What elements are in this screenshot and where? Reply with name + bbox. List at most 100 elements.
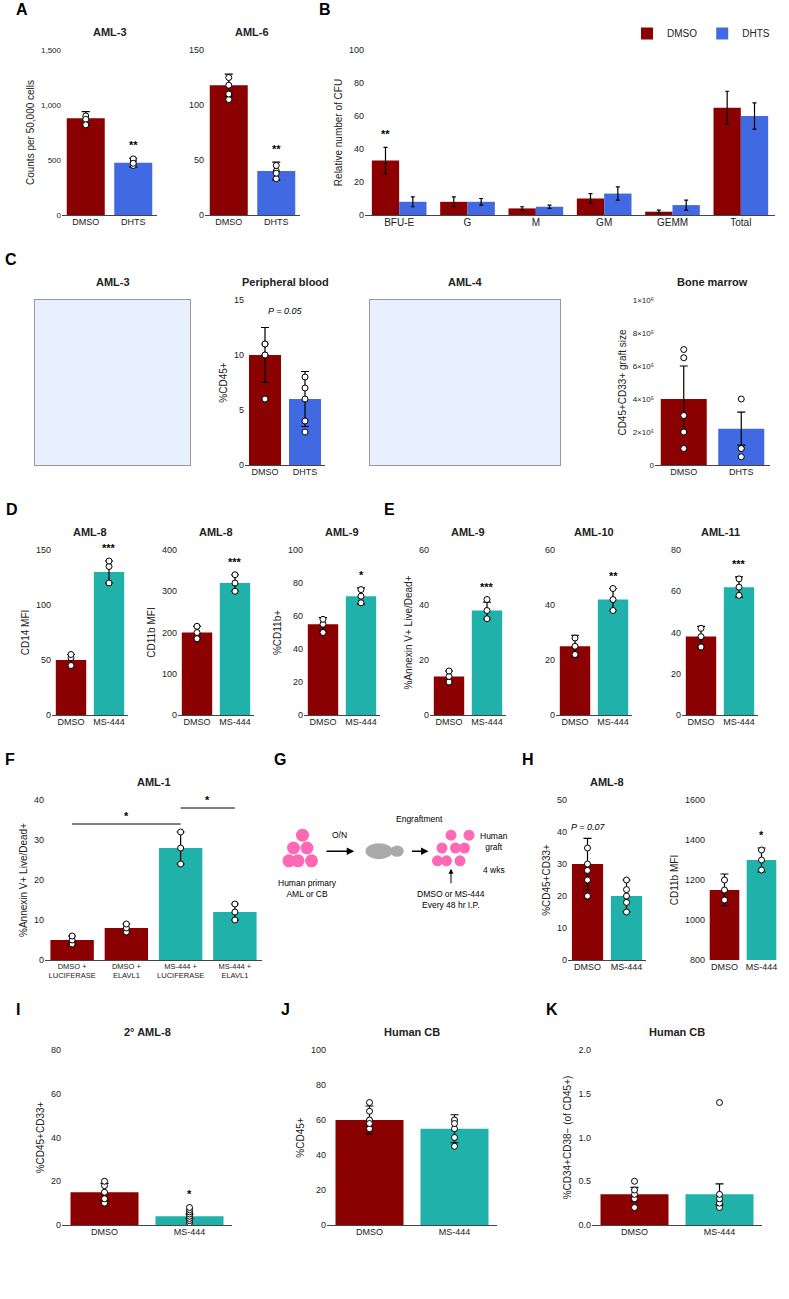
svg-text:%CD45+CD33+: %CD45+CD33+ bbox=[35, 1101, 46, 1173]
svg-text:20: 20 bbox=[354, 177, 364, 187]
svg-text:20: 20 bbox=[34, 875, 44, 885]
svg-text:AML-8: AML-8 bbox=[73, 526, 107, 538]
svg-text:40: 40 bbox=[34, 795, 44, 805]
svg-text:10: 10 bbox=[234, 350, 244, 360]
svg-text:2.0: 2.0 bbox=[578, 1045, 591, 1055]
svg-text:500: 500 bbox=[48, 156, 62, 165]
svg-text:30: 30 bbox=[34, 835, 44, 845]
svg-text:*: * bbox=[359, 569, 364, 581]
svg-text:MS-444: MS-444 bbox=[439, 1227, 471, 1237]
svg-text:DMSO: DMSO bbox=[667, 28, 697, 39]
svg-text:AML-3: AML-3 bbox=[93, 26, 127, 38]
svg-text:4 wks: 4 wks bbox=[483, 865, 505, 875]
svg-text:60: 60 bbox=[293, 611, 303, 621]
svg-text:%CD45+: %CD45+ bbox=[218, 362, 229, 402]
svg-text:%CD45+: %CD45+ bbox=[295, 1117, 306, 1157]
svg-text:20: 20 bbox=[545, 655, 555, 665]
svg-text:150: 150 bbox=[36, 545, 51, 555]
svg-text:MS-444: MS-444 bbox=[93, 717, 125, 727]
svg-text:Human CB: Human CB bbox=[384, 1026, 440, 1038]
svg-text:Total: Total bbox=[730, 217, 751, 228]
svg-text:1000: 1000 bbox=[685, 915, 705, 925]
svg-text:**: ** bbox=[381, 128, 390, 140]
svg-text:80: 80 bbox=[354, 78, 364, 88]
svg-text:60: 60 bbox=[671, 586, 681, 596]
svg-text:Relative number of CFU: Relative number of CFU bbox=[333, 79, 344, 186]
svg-text:20: 20 bbox=[316, 1185, 326, 1195]
svg-text:Engraftment: Engraftment bbox=[396, 814, 443, 824]
svg-text:DHTS: DHTS bbox=[729, 467, 754, 477]
svg-text:100: 100 bbox=[349, 45, 364, 55]
svg-text:100: 100 bbox=[311, 1045, 326, 1055]
svg-text:DMSO: DMSO bbox=[356, 1227, 383, 1237]
svg-text:DMSO or MS-444Every 48 hr I.P.: DMSO or MS-444Every 48 hr I.P. bbox=[417, 889, 485, 910]
svg-text:DMSO: DMSO bbox=[72, 217, 99, 227]
svg-text:GM: GM bbox=[596, 217, 612, 228]
svg-text:*: * bbox=[205, 794, 210, 806]
svg-text:DMSO: DMSO bbox=[688, 717, 715, 727]
svg-text:0: 0 bbox=[172, 710, 177, 720]
svg-text:AML-8: AML-8 bbox=[590, 776, 624, 788]
svg-text:GEMM: GEMM bbox=[657, 217, 688, 228]
svg-text:50: 50 bbox=[557, 795, 567, 805]
svg-text:Human CB: Human CB bbox=[649, 1026, 705, 1038]
svg-text:0: 0 bbox=[650, 461, 655, 470]
svg-text:80: 80 bbox=[671, 545, 681, 555]
svg-text:0: 0 bbox=[199, 210, 204, 220]
svg-text:4×10⁵: 4×10⁵ bbox=[633, 395, 654, 404]
svg-text:I: I bbox=[16, 1001, 20, 1018]
svg-text:M: M bbox=[532, 217, 540, 228]
svg-text:0: 0 bbox=[676, 710, 681, 720]
svg-text:1,000: 1,000 bbox=[41, 101, 62, 110]
svg-text:6×10⁵: 6×10⁵ bbox=[633, 362, 654, 371]
svg-text:1×10⁶: 1×10⁶ bbox=[633, 296, 654, 305]
svg-text:MS-444: MS-444 bbox=[704, 1227, 736, 1237]
svg-text:AML-3: AML-3 bbox=[96, 276, 130, 288]
svg-text:8×10⁵: 8×10⁵ bbox=[633, 329, 654, 338]
svg-text:Humangraft: Humangraft bbox=[480, 831, 508, 852]
svg-text:20: 20 bbox=[419, 655, 429, 665]
svg-text:5: 5 bbox=[239, 405, 244, 415]
svg-text:Peripheral blood: Peripheral blood bbox=[242, 276, 329, 288]
svg-text:60: 60 bbox=[545, 545, 555, 555]
svg-text:40: 40 bbox=[293, 644, 303, 654]
svg-text:60: 60 bbox=[419, 545, 429, 555]
svg-text:MS-444: MS-444 bbox=[174, 1227, 206, 1237]
svg-text:CD11b MFI: CD11b MFI bbox=[669, 855, 680, 905]
svg-text:30: 30 bbox=[557, 859, 567, 869]
svg-text:**: ** bbox=[129, 139, 138, 151]
svg-text:0: 0 bbox=[46, 710, 51, 720]
svg-text:DMSO: DMSO bbox=[91, 1227, 118, 1237]
svg-text:15: 15 bbox=[234, 295, 244, 305]
svg-text:1200: 1200 bbox=[685, 875, 705, 885]
svg-text:H: H bbox=[522, 751, 534, 768]
svg-text:D: D bbox=[6, 501, 18, 518]
svg-text:DMSO: DMSO bbox=[215, 217, 242, 227]
svg-text:AML-4: AML-4 bbox=[448, 276, 482, 288]
svg-text:1.5: 1.5 bbox=[578, 1089, 591, 1099]
svg-text:MS-444: MS-444 bbox=[723, 717, 755, 727]
svg-text:0: 0 bbox=[39, 955, 44, 965]
svg-text:Bone marrow: Bone marrow bbox=[677, 276, 748, 288]
svg-text:BFU-E: BFU-E bbox=[384, 217, 414, 228]
svg-text:40: 40 bbox=[51, 1133, 61, 1143]
svg-text:1.0: 1.0 bbox=[578, 1133, 591, 1143]
svg-text:P = 0.05: P = 0.05 bbox=[268, 306, 302, 316]
svg-text:AML-1: AML-1 bbox=[137, 776, 171, 788]
svg-text:DMSO: DMSO bbox=[562, 717, 589, 727]
svg-text:DHTS: DHTS bbox=[264, 217, 289, 227]
svg-text:J: J bbox=[281, 1001, 290, 1018]
svg-text:%CD45+CD33+: %CD45+CD33+ bbox=[541, 844, 552, 916]
svg-text:Counts per 50,000 cells: Counts per 50,000 cells bbox=[25, 80, 36, 185]
svg-text:20: 20 bbox=[557, 891, 567, 901]
svg-text:C: C bbox=[5, 251, 17, 268]
svg-text:0: 0 bbox=[550, 710, 555, 720]
svg-text:F: F bbox=[5, 751, 15, 768]
svg-text:E: E bbox=[384, 501, 395, 518]
svg-text:%CD34+CD38− (of CD45+): %CD34+CD38− (of CD45+) bbox=[562, 1076, 573, 1200]
svg-text:DMSO: DMSO bbox=[436, 717, 463, 727]
svg-text:DHTS: DHTS bbox=[293, 467, 318, 477]
svg-text:2×10⁵: 2×10⁵ bbox=[633, 428, 654, 437]
svg-text:MS-444: MS-444 bbox=[219, 717, 251, 727]
svg-text:CD11b MFI: CD11b MFI bbox=[146, 607, 157, 657]
